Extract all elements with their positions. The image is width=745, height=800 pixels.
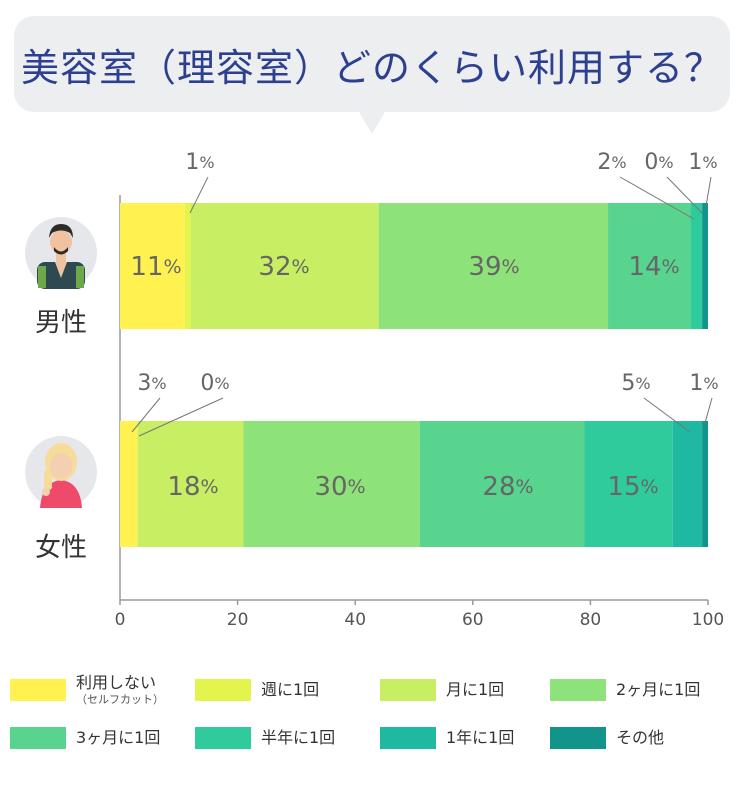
legend-item-halfyear: 半年に1回 — [195, 723, 335, 753]
value-label-male-bimonthly: 39% — [468, 252, 519, 282]
title-bubble-tail — [358, 110, 386, 134]
bar-male-quarterly — [608, 203, 691, 329]
bar-male-other — [702, 203, 708, 329]
leader-line-female-weekly — [138, 397, 224, 437]
legend-swatch — [10, 727, 66, 749]
leader-line-female-yearly — [643, 397, 691, 433]
legend-label: 半年に1回 — [261, 729, 335, 747]
legend-swatch — [380, 679, 436, 701]
legend-label: 利用しない （セルフカット） — [76, 674, 164, 706]
legend-label: 2ヶ月に1回 — [616, 681, 700, 699]
legend-item-other: その他 — [550, 723, 664, 753]
leader-line-female-other — [704, 397, 713, 424]
legend-label-main: 月に1回 — [446, 680, 505, 700]
value-label-male-yearly: 0% — [644, 150, 673, 175]
bar-female-none — [120, 421, 138, 547]
value-label-male-halfyear: 2% — [597, 150, 626, 175]
x-tick-label: 20 — [227, 610, 249, 630]
legend-item-monthly: 月に1回 — [380, 675, 504, 705]
value-label-male-none: 11% — [130, 252, 181, 282]
leader-line-male-halfyear — [619, 176, 695, 220]
value-label-female-other: 1% — [689, 371, 718, 396]
bar-male-weekly — [184, 203, 191, 329]
legend-swatch — [550, 727, 606, 749]
leader-line-male-yearly — [666, 176, 703, 214]
bar-female-monthly — [137, 421, 244, 547]
bar-female-bimonthly — [243, 421, 420, 547]
value-label-female-bimonthly: 30% — [314, 472, 365, 502]
bar-female-other — [702, 421, 708, 547]
bar-male-bimonthly — [378, 203, 609, 329]
leader-line-female-none — [131, 397, 161, 433]
value-label-male-monthly: 32% — [258, 252, 309, 282]
legend-item-yearly: 1年に1回 — [380, 723, 514, 753]
legend-label: 週に1回 — [261, 681, 319, 699]
legend-swatch — [10, 679, 66, 701]
x-tick-label: 80 — [580, 610, 602, 630]
bar-female-yearly — [672, 421, 703, 547]
x-tick-label: 0 — [115, 610, 126, 630]
value-label-female-quarterly: 28% — [482, 472, 533, 502]
bar-male-halfyear — [690, 203, 703, 329]
legend-label: 月に1回 — [446, 681, 504, 699]
leader-line-male-weekly — [189, 176, 209, 214]
bar-male-monthly — [190, 203, 379, 329]
legend-label-main: 2ヶ月に1回 — [616, 680, 701, 700]
legend-item-weekly: 週に1回 — [195, 675, 319, 705]
legend-swatch — [195, 727, 251, 749]
x-tick-label: 40 — [344, 610, 366, 630]
category-label-female: 女性 — [34, 533, 87, 563]
legend-item-none: 利用しない （セルフカット） — [10, 674, 164, 706]
legend-swatch — [380, 727, 436, 749]
legend-label: 3ヶ月に1回 — [76, 729, 160, 747]
value-label-female-halfyear: 15% — [607, 472, 658, 502]
category-label-male: 男性 — [34, 308, 87, 338]
legend-label-main: 半年に1回 — [261, 728, 336, 748]
male-avatar-icon — [25, 217, 97, 289]
title-bubble — [14, 16, 730, 112]
x-tick-label: 60 — [462, 610, 484, 630]
value-label-female-monthly: 18% — [167, 472, 218, 502]
bar-male-none — [120, 203, 185, 329]
value-label-female-none: 3% — [137, 371, 166, 396]
bar-female-quarterly — [419, 421, 585, 547]
legend-item-quarterly: 3ヶ月に1回 — [10, 723, 160, 753]
legend-label-sub: （セルフカット） — [76, 692, 164, 706]
bar-female-halfyear — [584, 421, 673, 547]
value-label-male-quarterly: 14% — [628, 252, 679, 282]
legend-swatch — [550, 679, 606, 701]
legend-label-main: 利用しない — [76, 673, 157, 693]
legend-swatch — [195, 679, 251, 701]
legend-label: 1年に1回 — [446, 729, 514, 747]
legend-label-main: その他 — [616, 728, 665, 748]
x-tick-label: 100 — [692, 610, 724, 630]
value-label-male-other: 1% — [688, 150, 717, 175]
legend-item-bimonthly: 2ヶ月に1回 — [550, 675, 700, 705]
value-label-female-yearly: 5% — [621, 371, 650, 396]
value-label-male-weekly: 1% — [185, 150, 214, 175]
leader-line-male-other — [705, 176, 712, 207]
chart-title: 美容室（理容室）どのくらい利用する？ — [20, 45, 723, 90]
legend-label-main: 3ヶ月に1回 — [76, 728, 161, 748]
female-avatar-icon — [25, 436, 97, 508]
legend-label: その他 — [616, 729, 664, 747]
value-label-female-weekly: 0% — [200, 371, 229, 396]
legend-label-main: 1年に1回 — [446, 728, 515, 748]
legend-label-main: 週に1回 — [261, 680, 320, 700]
